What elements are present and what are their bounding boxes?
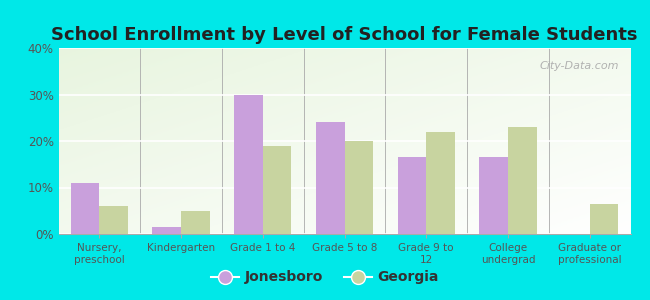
Bar: [234, 94, 263, 234]
Bar: [590, 204, 618, 234]
Bar: [508, 127, 536, 234]
Bar: [316, 122, 344, 234]
Text: City-Data.com: City-Data.com: [540, 61, 619, 71]
Title: School Enrollment by Level of School for Female Students: School Enrollment by Level of School for…: [51, 26, 638, 44]
Legend: Jonesboro, Georgia: Jonesboro, Georgia: [206, 265, 444, 290]
Bar: [153, 227, 181, 234]
Bar: [99, 206, 128, 234]
Bar: [181, 211, 210, 234]
Bar: [71, 183, 99, 234]
Bar: [263, 146, 291, 234]
Bar: [398, 157, 426, 234]
Bar: [426, 132, 455, 234]
Bar: [479, 157, 508, 234]
Bar: [344, 141, 373, 234]
